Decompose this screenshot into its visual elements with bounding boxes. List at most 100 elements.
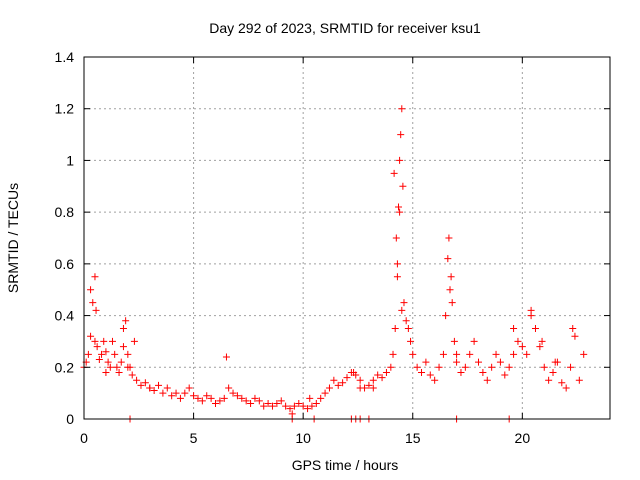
x-tick-label: 15 — [405, 430, 421, 446]
data-point — [569, 325, 577, 332]
data-point — [306, 394, 314, 402]
data-point — [356, 384, 364, 392]
data-point — [102, 368, 110, 376]
data-point — [418, 368, 426, 376]
data-point — [89, 299, 97, 307]
data-point — [108, 337, 116, 345]
data-point — [523, 350, 531, 358]
tick-layer: 0 0.2 0.4 0.6 0.8 1 1.2 1.4 0 5 10 15 20 — [55, 49, 610, 446]
data-point — [365, 381, 373, 389]
data-point — [409, 350, 417, 358]
data-point — [251, 394, 259, 402]
y-tick-label: 1 — [66, 152, 74, 168]
data-point — [122, 317, 130, 325]
data-point — [431, 376, 439, 384]
data-point — [225, 384, 233, 392]
data-point — [91, 337, 99, 345]
data-point — [488, 363, 496, 371]
data-point — [442, 312, 450, 320]
data-point — [466, 350, 474, 358]
data-point — [91, 273, 99, 281]
data-point — [339, 379, 347, 387]
data-point — [536, 343, 544, 351]
data-point — [229, 389, 237, 397]
data-point — [390, 169, 398, 177]
data-point — [549, 368, 557, 376]
data-point — [448, 299, 456, 307]
data-point — [87, 332, 95, 340]
data-point — [382, 368, 390, 376]
y-tick-label: 0.4 — [55, 308, 75, 324]
data-point — [407, 337, 415, 345]
data-point — [422, 358, 430, 366]
data-point — [398, 306, 406, 314]
data-point — [435, 363, 443, 371]
y-tick-label: 0 — [66, 411, 74, 427]
data-point — [242, 397, 250, 405]
data-point — [540, 363, 548, 371]
data-point — [220, 394, 228, 402]
data-point — [413, 363, 421, 371]
data-point — [527, 306, 535, 314]
data-point — [461, 363, 469, 371]
data-point — [514, 337, 522, 345]
data-point — [92, 306, 100, 314]
data-point — [312, 399, 320, 407]
data-point — [439, 350, 447, 358]
data-point — [84, 350, 92, 358]
data-point — [295, 399, 303, 407]
x-tick-label: 0 — [80, 430, 88, 446]
data-point — [247, 399, 255, 407]
data-point — [479, 368, 487, 376]
data-point — [402, 317, 410, 325]
data-point — [457, 368, 465, 376]
data-point — [391, 325, 399, 332]
data-point — [119, 325, 127, 332]
x-tick-label: 10 — [295, 430, 311, 446]
data-point — [562, 384, 570, 392]
data-point — [445, 234, 453, 242]
data-point — [374, 371, 382, 379]
data-point — [102, 348, 110, 356]
data-point — [325, 384, 333, 392]
data-point — [387, 363, 395, 371]
point-layer — [80, 105, 588, 423]
data-point — [393, 260, 401, 268]
data-point — [150, 387, 158, 395]
data-point — [393, 273, 401, 281]
data-point — [113, 363, 121, 371]
data-point — [100, 337, 108, 345]
data-point — [172, 389, 180, 397]
x-tick-label: 5 — [190, 430, 198, 446]
data-point — [104, 358, 112, 366]
y-tick-label: 0.2 — [55, 359, 75, 375]
data-point — [203, 392, 211, 400]
y-tick-label: 0.8 — [55, 204, 75, 220]
y-tick-label: 1.4 — [55, 49, 75, 65]
data-point — [95, 356, 103, 364]
data-point — [168, 392, 176, 400]
data-point — [510, 325, 518, 332]
y-axis-label: SRMTID / TECUs — [5, 183, 21, 293]
data-point — [378, 374, 386, 382]
data-point — [505, 363, 513, 371]
data-point — [389, 350, 397, 358]
data-point — [356, 376, 364, 384]
data-point — [273, 399, 281, 407]
data-point — [369, 376, 377, 384]
data-point — [350, 368, 358, 376]
data-point — [551, 358, 559, 366]
data-point — [470, 337, 478, 345]
data-point — [450, 337, 458, 345]
data-point — [117, 358, 125, 366]
data-point — [124, 363, 132, 371]
data-point — [163, 384, 171, 392]
data-point — [111, 350, 119, 358]
plot-frame — [83, 56, 611, 420]
data-point — [190, 392, 198, 400]
data-point — [260, 402, 268, 410]
x-axis-label: GPS time / hours — [292, 457, 399, 473]
y-tick-label: 1.2 — [55, 101, 75, 117]
data-point — [216, 397, 224, 405]
